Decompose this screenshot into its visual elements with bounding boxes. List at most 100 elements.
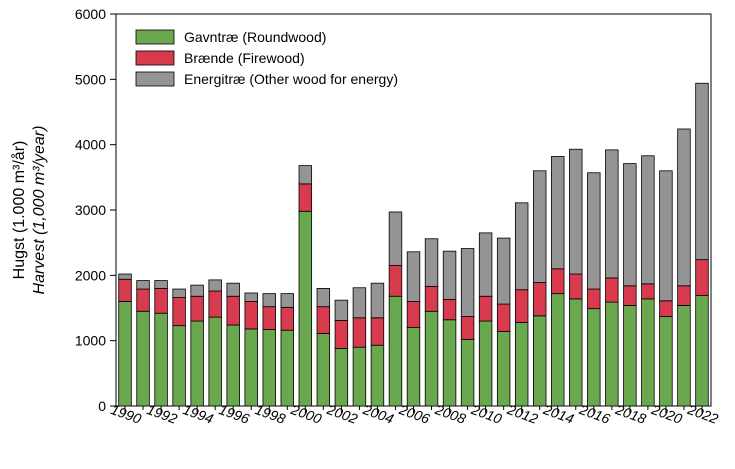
x-tick-label-2022: 2022	[685, 401, 721, 427]
bar-group-2000	[298, 165, 313, 407]
bar-2015-series-2	[569, 148, 583, 275]
bar-group-1995	[208, 279, 222, 407]
bar-2011-series-1	[496, 303, 511, 332]
bar-2015-series-0	[569, 298, 583, 407]
bar-group-1992	[154, 280, 168, 407]
bar-group-2003	[352, 287, 367, 407]
y-tick-label-4000: 4000	[75, 137, 106, 153]
bar-2019-series-0	[641, 298, 655, 407]
bar-2020-series-2	[659, 170, 673, 302]
y-tick-label-2000: 2000	[75, 267, 106, 283]
bar-2007-series-2	[424, 238, 439, 287]
bar-group-2013	[533, 170, 547, 407]
legend: Gavntræ (Roundwood) Brænde (Firewood) Ener…	[135, 29, 398, 87]
y-axis: 0 1000 2000 3000 4000 5000 6000	[75, 6, 116, 414]
bar-2000-series-1	[298, 183, 313, 212]
bar-2021-series-1	[677, 285, 691, 306]
bar-1996-series-2	[226, 282, 240, 297]
legend-label-0: Gavntræ (Roundwood)	[184, 29, 326, 45]
bar-2010-series-2	[478, 232, 493, 297]
bar-2020-series-0	[659, 316, 673, 407]
bar-1996-series-1	[226, 295, 240, 326]
bar-2008-series-2	[442, 250, 457, 300]
bar-group-1990	[118, 273, 132, 407]
y-axis-title-english: Harvest (1,000 m³/year)	[31, 126, 48, 295]
bar-2006-series-1	[406, 301, 421, 329]
bar-2013-series-2	[533, 170, 547, 283]
bar-group-2007	[424, 238, 439, 407]
bar-1990-series-2	[118, 273, 132, 280]
bar-1990-series-1	[118, 278, 132, 302]
bar-2018-series-1	[623, 285, 637, 306]
bar-group-2004	[370, 282, 385, 407]
bar-2007-series-1	[424, 286, 439, 312]
bar-2005-series-0	[388, 295, 403, 407]
bar-group-2016	[587, 172, 601, 407]
bar-2005-series-2	[388, 211, 403, 266]
bar-2022-series-0	[695, 295, 709, 407]
bar-group-2020	[659, 170, 673, 407]
bar-2009-series-0	[460, 338, 475, 407]
bar-group-1994	[190, 284, 204, 407]
bar-2018-series-2	[623, 163, 637, 287]
bar-2008-series-0	[442, 319, 457, 407]
bar-2007-series-0	[424, 310, 439, 407]
legend-label-1: Brænde (Firewood)	[184, 50, 305, 66]
y-axis-title: Hugst (1.000 m³/år)	[10, 141, 28, 280]
bar-1999-series-1	[280, 306, 295, 331]
bar-1998-series-0	[262, 329, 276, 407]
bar-1997-series-1	[244, 301, 258, 330]
bar-2021-series-0	[677, 304, 691, 407]
bar-2006-series-2	[406, 251, 421, 302]
bar-group-2017	[605, 149, 619, 407]
legend-swatch-1	[135, 50, 175, 66]
bar-2001-series-1	[316, 306, 331, 334]
bar-group-2010	[478, 232, 493, 407]
bar-2004-series-1	[370, 317, 385, 346]
bar-group-2008	[442, 250, 457, 407]
bar-1994-series-2	[190, 284, 204, 297]
bar-1995-series-0	[208, 316, 222, 407]
bar-2009-series-2	[460, 248, 475, 317]
y-tick-label-1000: 1000	[75, 333, 106, 349]
bar-2020-series-1	[659, 300, 673, 317]
bar-1993-series-1	[172, 297, 186, 327]
bar-1998-series-2	[262, 293, 276, 308]
bar-group-2022	[695, 82, 709, 407]
bar-1992-series-0	[154, 312, 168, 407]
legend-swatch-2	[135, 71, 175, 87]
bar-group-1993	[172, 288, 186, 407]
y-tick-label-0: 0	[98, 398, 106, 414]
bar-2008-series-1	[442, 299, 457, 321]
bar-2006-series-0	[406, 327, 421, 407]
y-axis-labels: Hugst (1.000 m³/år) Harvest (1,000 m³/ye…	[10, 126, 48, 295]
bar-1996-series-0	[226, 324, 240, 407]
bar-2002-series-2	[334, 299, 349, 321]
bar-2016-series-2	[587, 172, 601, 290]
bar-2009-series-1	[460, 316, 475, 340]
bar-1993-series-2	[172, 288, 186, 298]
bar-group-2014	[551, 156, 565, 407]
bar-2016-series-0	[587, 308, 601, 407]
bar-2002-series-1	[334, 320, 349, 349]
bar-2019-series-2	[641, 155, 655, 285]
bar-2004-series-2	[370, 282, 385, 319]
y-tick-label-5000: 5000	[75, 71, 106, 87]
bar-group-2001	[316, 287, 331, 407]
bar-1995-series-2	[208, 279, 222, 292]
bar-1994-series-1	[190, 295, 204, 322]
bar-2001-series-0	[316, 333, 331, 407]
bar-1999-series-0	[280, 329, 295, 407]
bar-1995-series-1	[208, 290, 222, 318]
legend-swatch-0	[135, 29, 175, 45]
bar-2022-series-1	[695, 259, 709, 296]
bar-1991-series-1	[136, 288, 150, 312]
bar-group-1999	[280, 293, 295, 407]
bar-group-2019	[641, 155, 655, 407]
bar-1997-series-0	[244, 328, 258, 407]
bar-1993-series-0	[172, 325, 186, 407]
y-tick-label-6000: 6000	[75, 6, 106, 22]
bar-group-1997	[244, 292, 258, 407]
bar-group-2011	[496, 237, 511, 407]
